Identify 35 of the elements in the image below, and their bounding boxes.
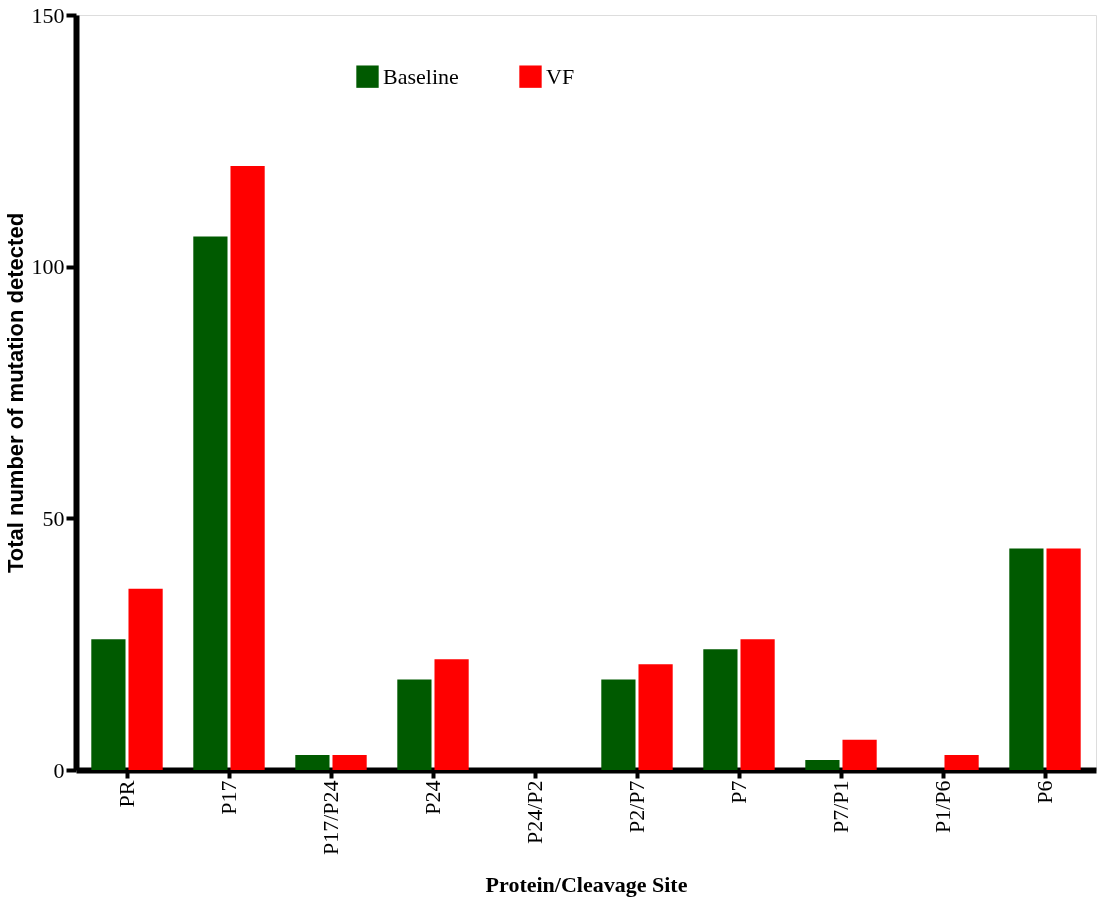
x-tick-label: P1/P6	[930, 780, 955, 834]
x-tick-label: P17/P24	[318, 780, 343, 856]
bar	[295, 754, 330, 770]
bar	[1009, 548, 1044, 770]
bar	[805, 759, 840, 770]
y-tick-label: 0	[53, 757, 65, 783]
x-tick-label: P7	[726, 780, 751, 804]
y-tick-label: 150	[31, 2, 65, 28]
x-axis-title: Protein/Cleavage Site	[485, 872, 688, 898]
x-tick-label: P24	[420, 780, 445, 815]
x-tick-label: P7/P1	[828, 780, 853, 834]
bar	[638, 664, 673, 770]
bar	[703, 649, 738, 770]
bar	[230, 166, 265, 770]
x-tick-label: P6	[1032, 780, 1057, 804]
bar	[434, 659, 469, 770]
bar	[397, 679, 432, 770]
x-tick-label: PR	[114, 780, 139, 808]
bar	[91, 639, 126, 770]
bar	[193, 236, 228, 770]
bar	[944, 754, 979, 770]
x-tick-label: P24/P2	[522, 780, 547, 845]
bar	[842, 739, 877, 770]
bar	[740, 639, 775, 770]
x-tick-label: P17	[216, 780, 241, 815]
bar	[601, 679, 636, 770]
y-axis-title: Total number of mutation detected	[2, 212, 28, 574]
bar	[332, 754, 367, 770]
x-tick-label: P2/P7	[624, 780, 649, 834]
legend-label: VF	[546, 63, 575, 89]
legend-label: Baseline	[383, 63, 459, 89]
bar	[1046, 548, 1081, 770]
y-tick-label: 100	[31, 254, 65, 280]
bar	[128, 588, 163, 770]
y-tick-label: 50	[42, 505, 65, 531]
